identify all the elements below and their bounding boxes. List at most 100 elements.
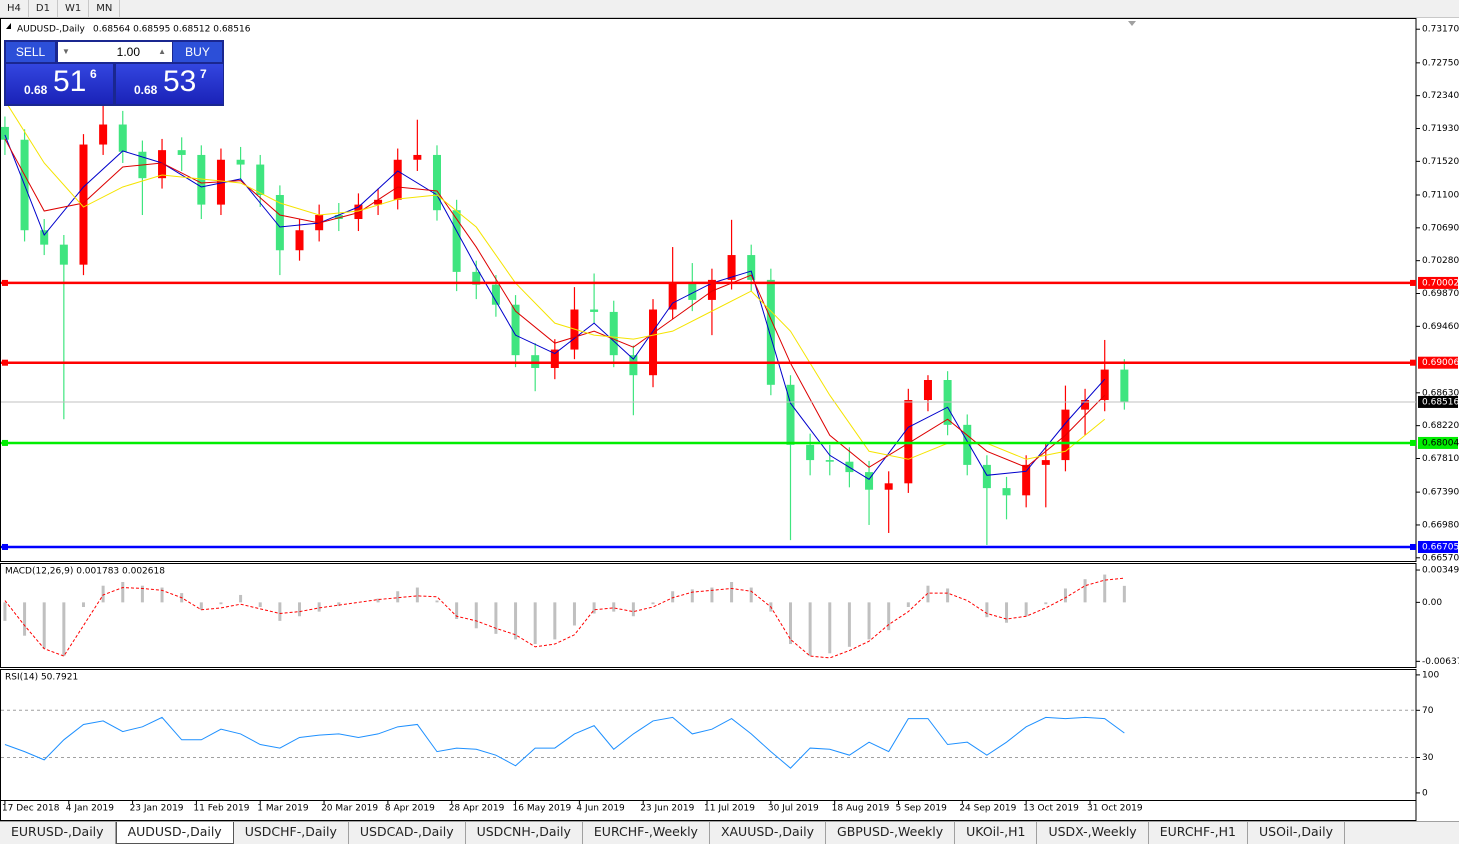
x-axis-border xyxy=(0,800,1417,821)
line-handle xyxy=(2,279,8,286)
buy-price[interactable]: 0.68 53 7 xyxy=(116,64,223,104)
chart-tab[interactable]: UKOil-,H1 xyxy=(955,822,1038,844)
indicator-title: RSI(14) 50.7921 xyxy=(5,673,78,683)
candle-body xyxy=(256,164,265,195)
candle-body xyxy=(158,150,167,179)
candle-body xyxy=(825,460,834,462)
price-tag xyxy=(1418,276,1458,289)
candle-body xyxy=(688,282,697,300)
candle-body xyxy=(923,380,932,401)
y-tick-label: 0.66980 xyxy=(1422,520,1459,530)
candle-body xyxy=(609,311,618,356)
lot-up[interactable]: ▲ xyxy=(158,47,166,56)
chart-tab[interactable]: GBPUSD-,Weekly xyxy=(826,822,956,844)
candle-body xyxy=(904,400,913,484)
y-tick-label: 0.71100 xyxy=(1422,190,1459,200)
candle-body xyxy=(629,355,638,376)
shift-marker xyxy=(1128,21,1136,26)
timeframe-button[interactable]: H4 xyxy=(0,0,29,17)
x-tick-label: 17 Dec 2018 xyxy=(2,804,60,814)
timeframe-button[interactable]: D1 xyxy=(29,0,58,17)
price-pip: 6 xyxy=(90,67,97,81)
x-tick-label: 30 Jul 2019 xyxy=(768,804,819,814)
line-handle xyxy=(2,543,8,550)
indicator-title: MACD(12,26,9) 0.001783 0.002618 xyxy=(5,567,165,577)
price-tag-label: 0.69006 xyxy=(1422,358,1459,368)
y-tick-label: 0.66570 xyxy=(1422,553,1459,563)
chart-tab[interactable]: USOil-,Daily xyxy=(1248,822,1345,844)
price-prefix: 0.68 xyxy=(134,83,158,97)
candle-body xyxy=(982,464,991,489)
candle-body xyxy=(590,309,599,312)
chart-background xyxy=(0,18,1459,821)
chart-tab[interactable]: EURUSD-,Daily xyxy=(0,822,116,844)
chart-tab[interactable]: AUDUSD-,Daily xyxy=(115,822,234,844)
y-tick-label: 0.73170 xyxy=(1422,25,1459,35)
candle-body xyxy=(452,210,461,272)
chart-tabs: EURUSD-,Daily AUDUSD-,Daily USDCHF-,Daily U… xyxy=(0,821,1459,844)
candle-body xyxy=(295,230,304,251)
price-tag xyxy=(1418,436,1458,449)
price-main: 53 xyxy=(163,65,197,98)
candle-body xyxy=(393,159,402,200)
y-tick-label: 70 xyxy=(1422,706,1434,716)
y-tick-label: 0.67810 xyxy=(1422,454,1459,464)
y-tick-label: 0.00 xyxy=(1422,598,1442,608)
candle-body xyxy=(177,150,186,155)
candle-body xyxy=(550,349,559,368)
candle-body xyxy=(1022,464,1031,496)
line-handle xyxy=(1410,359,1416,366)
x-tick-label: 16 May 2019 xyxy=(513,804,572,814)
moving-average xyxy=(4,138,1106,468)
price-tag xyxy=(1418,356,1458,369)
candle-body xyxy=(491,284,500,305)
y-tick-label: -0.00637 xyxy=(1422,657,1459,667)
candle-body xyxy=(334,215,343,220)
buy-button[interactable]: BUY xyxy=(173,42,222,62)
line-handle xyxy=(1410,279,1416,286)
lot-down[interactable]: ▼ xyxy=(62,47,70,56)
chart: AUDUSD-,Daily 0.68564 0.68595 0.68512 0.… xyxy=(0,18,1459,821)
chart-tab[interactable]: USDCAD-,Daily xyxy=(349,822,466,844)
price-tag xyxy=(1418,540,1458,553)
candle-body xyxy=(1002,488,1011,496)
chart-tab[interactable]: EURCHF-,H1 xyxy=(1149,822,1248,844)
sell-button[interactable]: SELL xyxy=(6,42,55,62)
chart-tab[interactable]: XAUUSD-,Daily xyxy=(710,822,827,844)
chart-tab[interactable]: USDCHF-,Daily xyxy=(234,822,349,844)
sell-price[interactable]: 0.68 51 6 xyxy=(6,64,113,104)
x-tick-label: 4 Jun 2019 xyxy=(576,804,625,814)
candle-body xyxy=(236,159,245,165)
lot-value: 1.00 xyxy=(116,45,140,59)
current-price-label: 0.68516 xyxy=(1422,397,1459,407)
chart-tab[interactable]: EURCHF-,Weekly xyxy=(583,822,710,844)
panel-border xyxy=(0,18,1417,562)
candle-body xyxy=(432,154,441,211)
chart-title: AUDUSD-,Daily xyxy=(17,25,85,35)
current-price-tag xyxy=(1418,395,1458,408)
price-tag-label: 0.68004 xyxy=(1422,438,1459,448)
candle-body xyxy=(354,204,363,220)
candle-body xyxy=(1120,369,1129,402)
candle-body xyxy=(1081,400,1090,410)
moving-average xyxy=(4,134,1106,480)
x-tick-label: 1 Mar 2019 xyxy=(257,804,309,814)
candle-body xyxy=(766,279,775,385)
candle-body xyxy=(275,194,284,251)
lot-field[interactable]: ▼ 1.00 ▲ xyxy=(58,42,172,62)
chart-tab[interactable]: USDCNH-,Daily xyxy=(466,822,583,844)
line-handle xyxy=(2,439,8,446)
x-tick-label: 5 Sep 2019 xyxy=(896,804,948,814)
x-tick-label: 18 Aug 2019 xyxy=(832,804,890,814)
timeframe-button[interactable]: W1 xyxy=(58,0,90,17)
candle-body xyxy=(472,271,481,285)
timeframe-button[interactable]: MN xyxy=(89,0,121,17)
x-tick-label: 11 Feb 2019 xyxy=(193,804,249,814)
x-tick-label: 24 Sep 2019 xyxy=(959,804,1016,814)
candle-body xyxy=(99,124,108,145)
candle-body xyxy=(786,384,795,445)
y-tick-label: 100 xyxy=(1422,670,1439,680)
chart-tab[interactable]: USDX-,Weekly xyxy=(1037,822,1149,844)
candle-body xyxy=(649,309,658,376)
